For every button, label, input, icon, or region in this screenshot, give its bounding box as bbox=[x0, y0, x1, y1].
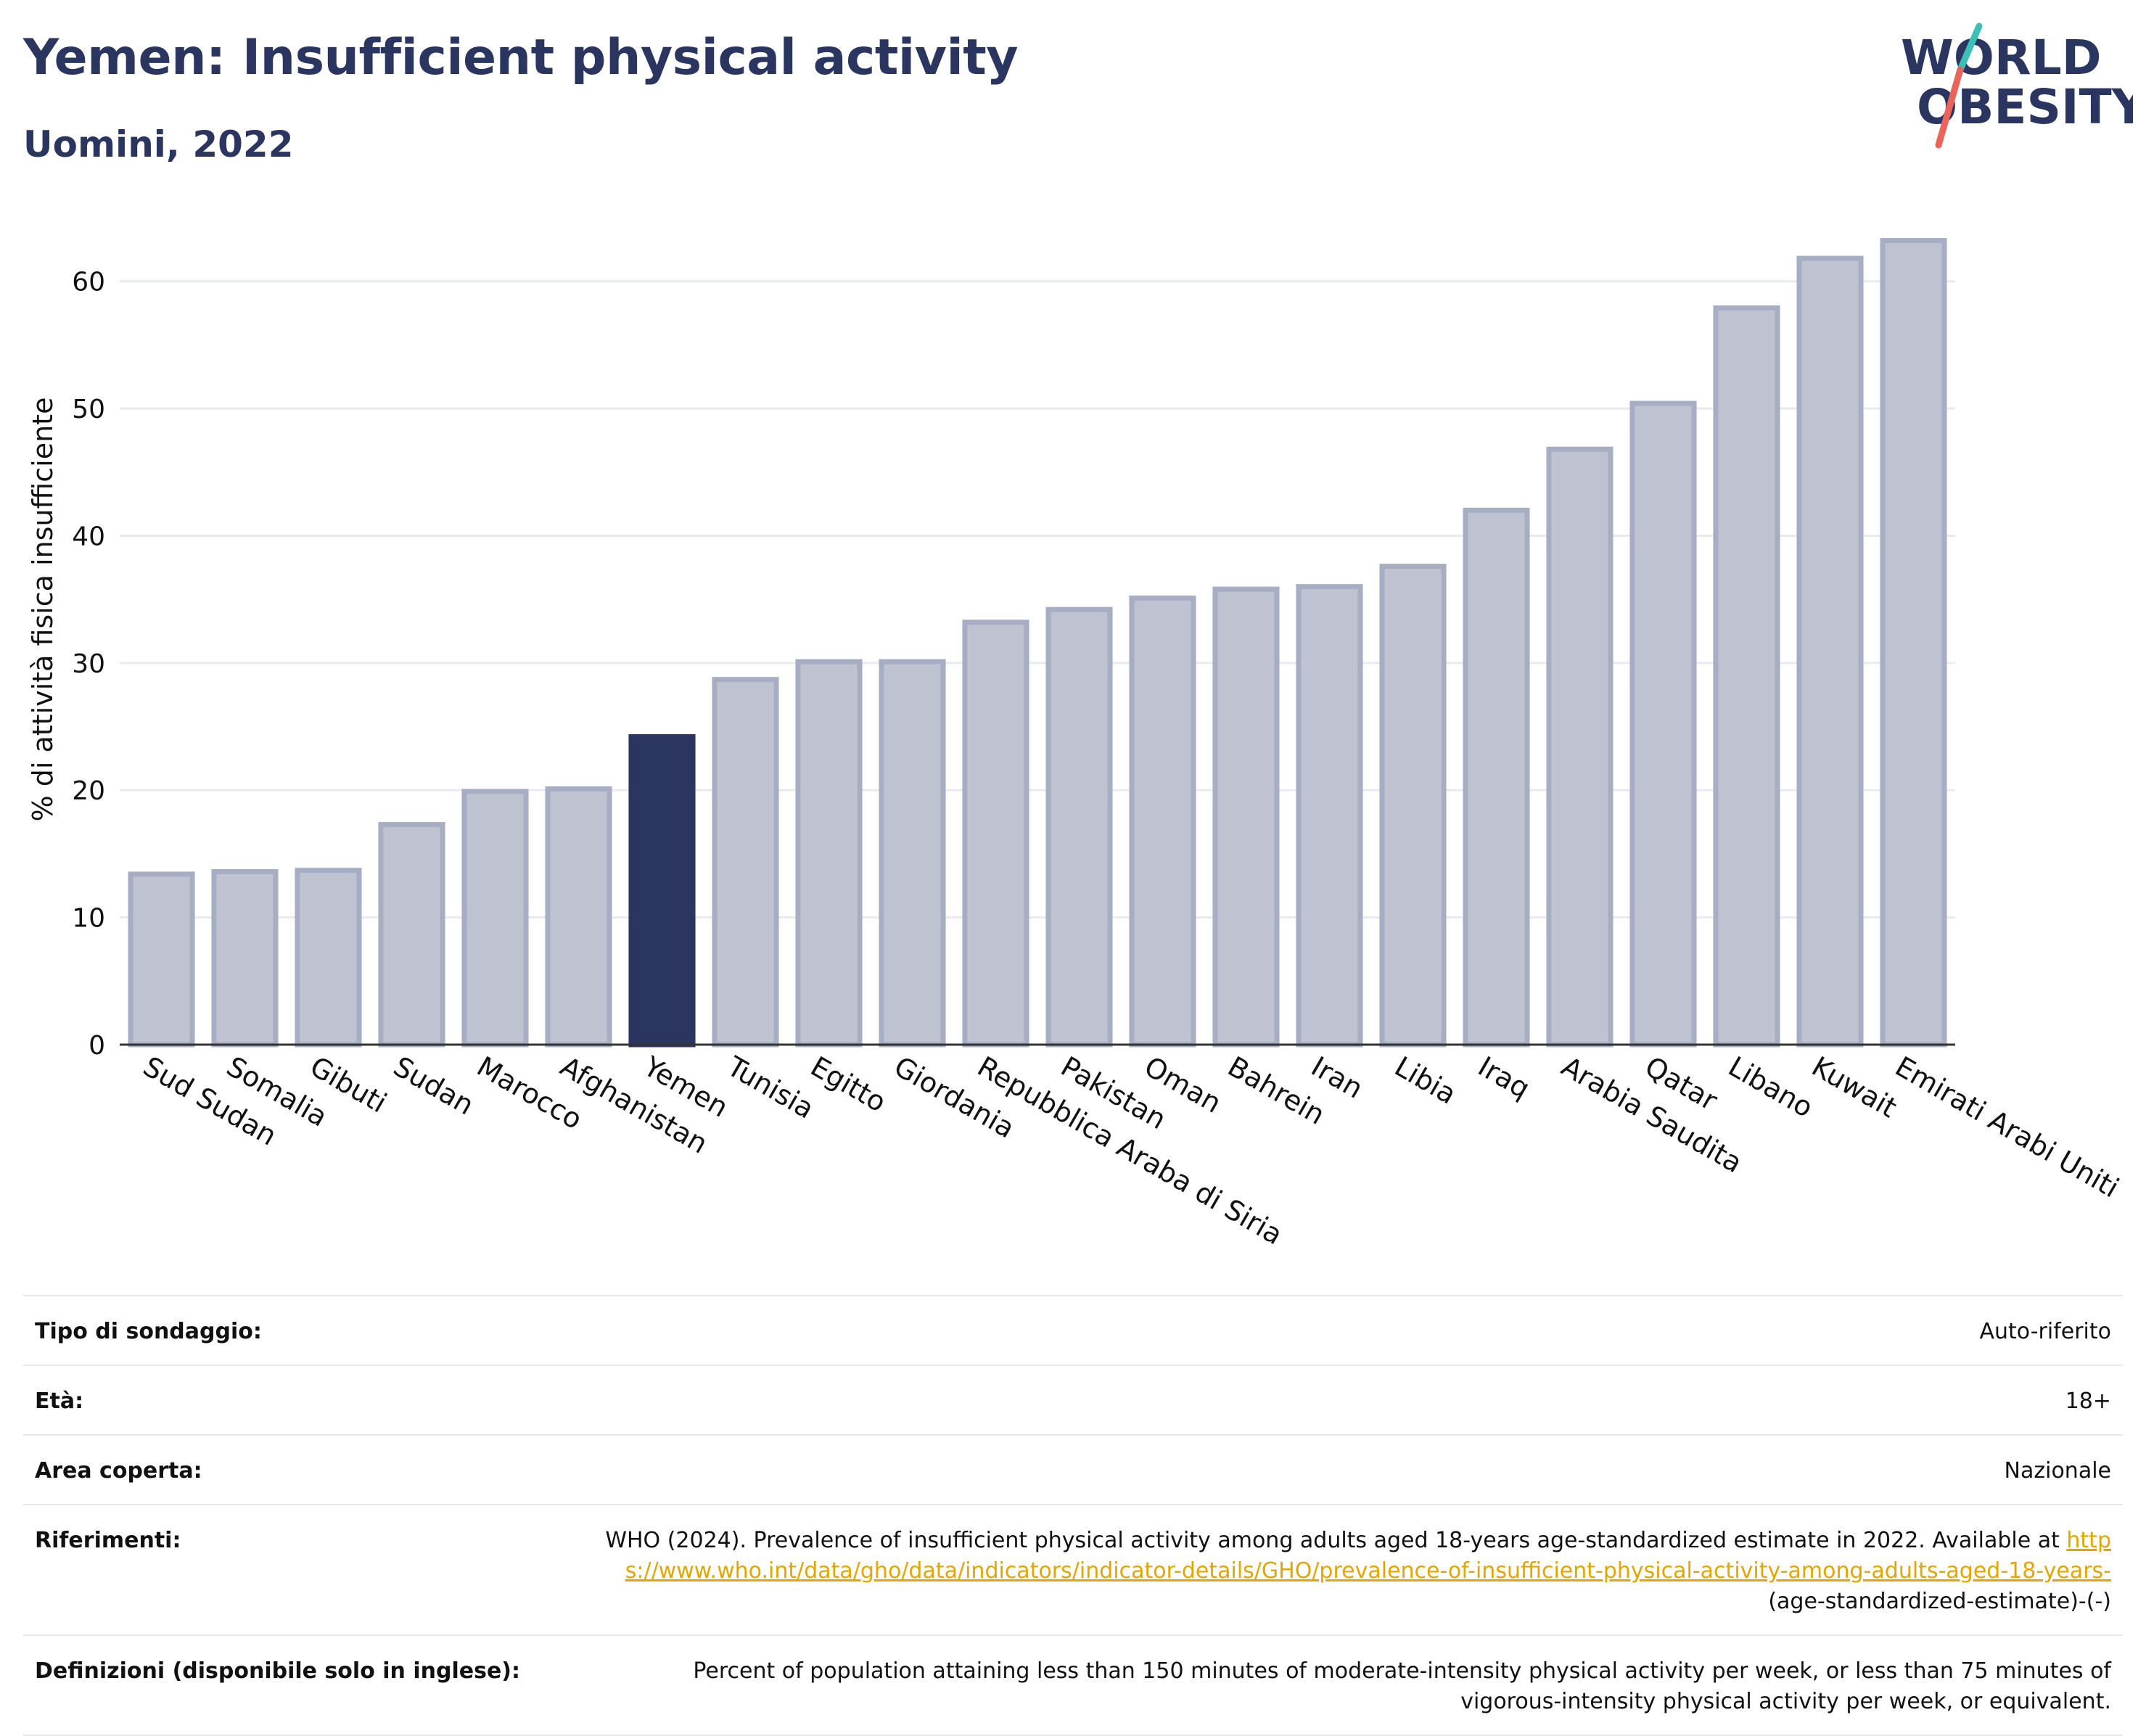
bar bbox=[1045, 606, 1113, 1048]
age-value: 18+ bbox=[2065, 1389, 2111, 1414]
logo-slash-top bbox=[1957, 22, 1983, 73]
references-link[interactable]: https://www.who.int/data/gho/data/indica… bbox=[625, 1528, 2111, 1584]
area-value: Nazionale bbox=[2004, 1458, 2111, 1484]
references-suffix: (age-standardized-estimate)-(-) bbox=[1768, 1589, 2111, 1614]
age-label: Età: bbox=[35, 1389, 84, 1414]
bar bbox=[1796, 255, 1864, 1048]
bar bbox=[712, 677, 779, 1048]
world-obesity-logo: WORLD OBESITY bbox=[1901, 22, 2133, 149]
x-tick-label: Tunisia bbox=[721, 1050, 819, 1125]
y-tick-label: 10 bbox=[72, 904, 105, 934]
x-tick-label: Libia bbox=[1389, 1050, 1462, 1111]
info-table: Tipo di sondaggio: Auto-riferito Età: 18… bbox=[23, 1295, 2123, 1736]
x-tick-label: Libano bbox=[1723, 1050, 1819, 1124]
bar bbox=[962, 620, 1029, 1048]
references-text: WHO (2024). Prevalence of insufficient p… bbox=[605, 1528, 2060, 1553]
bar bbox=[1212, 586, 1280, 1048]
bar bbox=[1463, 507, 1530, 1048]
x-tick-label: Emirati Arabi Uniti bbox=[1890, 1050, 2124, 1204]
bar bbox=[128, 871, 195, 1048]
bar bbox=[1629, 400, 1697, 1048]
x-tick-label: Egitto bbox=[805, 1050, 892, 1119]
bar bbox=[545, 786, 612, 1048]
info-row-area: Area coperta: Nazionale bbox=[23, 1436, 2123, 1505]
survey-type-label: Tipo di sondaggio: bbox=[35, 1319, 262, 1344]
y-tick-label: 50 bbox=[72, 395, 105, 424]
y-tick-label: 30 bbox=[72, 649, 105, 679]
y-tick-label: 40 bbox=[72, 522, 105, 551]
bar bbox=[461, 789, 529, 1048]
info-row-survey: Tipo di sondaggio: Auto-riferito bbox=[23, 1296, 2123, 1366]
bar bbox=[211, 868, 279, 1048]
x-tick-label: Kuwait bbox=[1806, 1050, 1902, 1124]
bar bbox=[1129, 595, 1196, 1048]
info-row-references: Riferimenti: WHO (2024). Prevalence of i… bbox=[23, 1505, 2123, 1636]
y-axis-title: % di attività fisica insufficiente bbox=[27, 398, 59, 822]
area-label: Area coperta: bbox=[35, 1458, 202, 1484]
y-tick-label: 20 bbox=[72, 776, 105, 806]
bar bbox=[1379, 564, 1447, 1048]
x-tick-label: Sudan bbox=[388, 1050, 480, 1122]
page-title: Yemen: Insufficient physical activity bbox=[23, 29, 1019, 86]
survey-type-value: Auto-riferito bbox=[1979, 1319, 2111, 1344]
bar bbox=[879, 659, 946, 1048]
bar bbox=[378, 822, 445, 1048]
references-value: WHO (2024). Prevalence of insufficient p… bbox=[588, 1526, 2111, 1617]
bar-highlight bbox=[628, 734, 696, 1048]
logo-line1: WORLD bbox=[1901, 30, 2102, 86]
info-row-definitions: Definizioni (disponibile solo in inglese… bbox=[23, 1636, 2123, 1736]
bar bbox=[1880, 238, 1947, 1048]
bar bbox=[795, 659, 863, 1048]
y-tick-label: 60 bbox=[72, 268, 105, 297]
bar bbox=[1546, 446, 1613, 1048]
x-tick-label: Iraq bbox=[1473, 1050, 1535, 1105]
logo-slash-bottom bbox=[1935, 66, 1964, 149]
bar bbox=[295, 868, 362, 1048]
definitions-label: Definizioni (disponibile solo in inglese… bbox=[35, 1658, 520, 1684]
definitions-value: Percent of population attaining less tha… bbox=[693, 1658, 2111, 1714]
page-subtitle: Uomini, 2022 bbox=[23, 123, 294, 165]
bar bbox=[1713, 305, 1780, 1048]
y-tick-label: 0 bbox=[89, 1031, 105, 1061]
bar bbox=[1296, 584, 1363, 1048]
references-label: Riferimenti: bbox=[35, 1528, 181, 1553]
info-row-age: Età: 18+ bbox=[23, 1366, 2123, 1436]
